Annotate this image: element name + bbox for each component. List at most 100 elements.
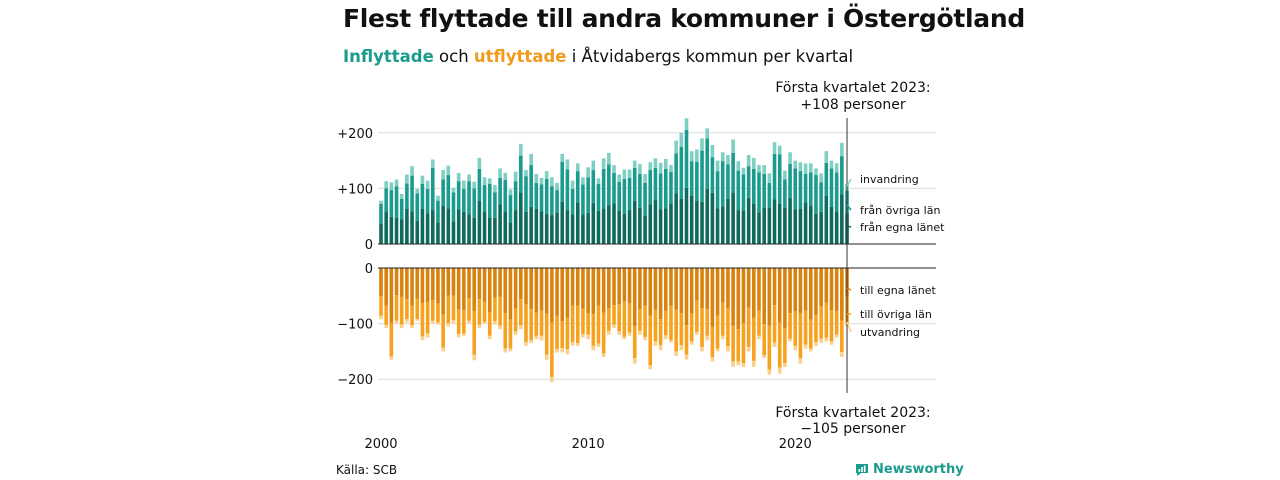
- bar-invandring: [477, 157, 482, 169]
- bar-utvandring: [658, 345, 663, 351]
- bar-till-ovriga-lan: [415, 298, 420, 320]
- bar-fran-egna-lanet: [783, 207, 787, 244]
- bar-fran-ovriga-lan: [726, 164, 730, 199]
- bar-utvandring: [462, 333, 466, 336]
- bar-invandring: [451, 187, 456, 193]
- bar-till-ovriga-lan: [436, 303, 440, 323]
- bar-fran-ovriga-lan: [689, 161, 694, 196]
- annotation-bottom-line1: Första kvartalet 2023:: [775, 405, 930, 421]
- bar-fran-ovriga-lan: [394, 186, 399, 218]
- bar-till-egna-lanet: [508, 268, 513, 320]
- bar-fran-ovriga-lan: [601, 168, 606, 209]
- bar-till-ovriga-lan: [726, 308, 730, 347]
- bar-till-egna-lanet: [534, 268, 539, 313]
- bar-till-ovriga-lan: [586, 313, 590, 335]
- bar-fran-egna-lanet: [575, 202, 580, 244]
- bar-fran-ovriga-lan: [653, 167, 658, 201]
- bar-utvandring: [627, 332, 632, 336]
- inflyttade-bars: [379, 118, 849, 244]
- bar-fran-egna-lanet: [808, 205, 813, 244]
- bar-utvandring: [679, 345, 684, 351]
- bar-fran-ovriga-lan: [777, 154, 782, 204]
- bar-till-egna-lanet: [767, 268, 772, 326]
- bar-utvandring: [410, 325, 414, 329]
- bar-fran-egna-lanet: [772, 199, 777, 244]
- bar-fran-ovriga-lan: [669, 171, 673, 204]
- bar-fran-egna-lanet: [617, 210, 621, 244]
- bar-till-egna-lanet: [379, 268, 383, 297]
- bar-utvandring: [731, 361, 735, 367]
- bar-utvandring: [601, 353, 606, 357]
- bar-fran-ovriga-lan: [720, 161, 725, 207]
- bar-till-ovriga-lan: [384, 305, 388, 325]
- bar-invandring: [415, 188, 420, 194]
- bar-fran-ovriga-lan: [612, 172, 616, 204]
- bar-utvandring: [529, 340, 533, 344]
- bar-fran-egna-lanet: [777, 203, 782, 244]
- bar-utvandring: [441, 347, 445, 352]
- bar-fran-egna-lanet: [487, 217, 492, 244]
- bar-fran-ovriga-lan: [731, 152, 735, 193]
- bar-till-ovriga-lan: [741, 323, 746, 364]
- bar-utvandring: [705, 335, 710, 341]
- bar-fran-egna-lanet: [653, 200, 658, 244]
- bar-utvandring: [710, 356, 715, 362]
- bar-invandring: [772, 142, 777, 154]
- bar-fran-egna-lanet: [524, 211, 528, 244]
- bar-till-egna-lanet: [513, 268, 518, 309]
- bar-till-egna-lanet: [472, 268, 477, 312]
- bar-till-ovriga-lan: [508, 319, 513, 349]
- bar-till-egna-lanet: [762, 268, 766, 325]
- bar-invandring: [591, 160, 596, 171]
- y-tick-label-out: −100: [337, 318, 373, 333]
- bar-utvandring: [808, 348, 813, 352]
- bar-till-ovriga-lan: [544, 313, 549, 355]
- bar-fran-egna-lanet: [824, 195, 829, 244]
- bar-invandring: [757, 165, 761, 173]
- bar-utvandring: [762, 355, 766, 359]
- bar-utvandring: [539, 335, 544, 341]
- subtitle-inflyttade: Inflyttade: [343, 47, 434, 66]
- bar-till-egna-lanet: [482, 268, 487, 302]
- bar-fran-ovriga-lan: [539, 184, 544, 212]
- bar-fran-ovriga-lan: [715, 171, 720, 209]
- bar-fran-ovriga-lan: [446, 175, 451, 209]
- bar-utvandring: [612, 324, 616, 329]
- bar-fran-ovriga-lan: [746, 166, 751, 198]
- bar-fran-egna-lanet: [736, 210, 741, 244]
- bar-till-ovriga-lan: [814, 315, 818, 342]
- bar-fran-ovriga-lan: [808, 172, 813, 206]
- bar-fran-ovriga-lan: [840, 156, 844, 195]
- x-tick-label: 2010: [572, 437, 605, 452]
- bar-till-ovriga-lan: [669, 305, 673, 341]
- bar-till-ovriga-lan: [720, 302, 725, 336]
- bar-fran-egna-lanet: [591, 202, 596, 244]
- bar-fran-egna-lanet: [762, 207, 766, 244]
- bar-utvandring: [772, 342, 777, 347]
- bar-till-egna-lanet: [601, 268, 606, 313]
- y-tick-label-in: +100: [337, 182, 373, 197]
- bar-fran-ovriga-lan: [399, 198, 404, 220]
- bar-till-ovriga-lan: [513, 308, 518, 332]
- bar-fran-ovriga-lan: [487, 183, 492, 218]
- bar-invandring: [814, 168, 818, 176]
- bar-till-ovriga-lan: [524, 304, 528, 342]
- bar-till-egna-lanet: [399, 268, 404, 297]
- bar-invandring: [410, 166, 414, 176]
- bar-utvandring: [575, 343, 580, 346]
- bar-utvandring: [741, 363, 746, 367]
- bar-fran-ovriga-lan: [519, 155, 523, 193]
- bar-invandring: [472, 181, 477, 189]
- bar-till-egna-lanet: [405, 268, 409, 300]
- bar-till-ovriga-lan: [622, 301, 627, 337]
- bar-invandring: [658, 162, 663, 174]
- bar-utvandring: [493, 321, 497, 325]
- bar-fran-ovriga-lan: [834, 172, 839, 212]
- bar-till-ovriga-lan: [834, 311, 839, 335]
- bar-invandring: [783, 170, 787, 180]
- bar-till-ovriga-lan: [482, 301, 487, 322]
- bar-fran-egna-lanet: [420, 208, 425, 244]
- bar-till-ovriga-lan: [658, 319, 663, 346]
- bar-fran-egna-lanet: [798, 208, 803, 244]
